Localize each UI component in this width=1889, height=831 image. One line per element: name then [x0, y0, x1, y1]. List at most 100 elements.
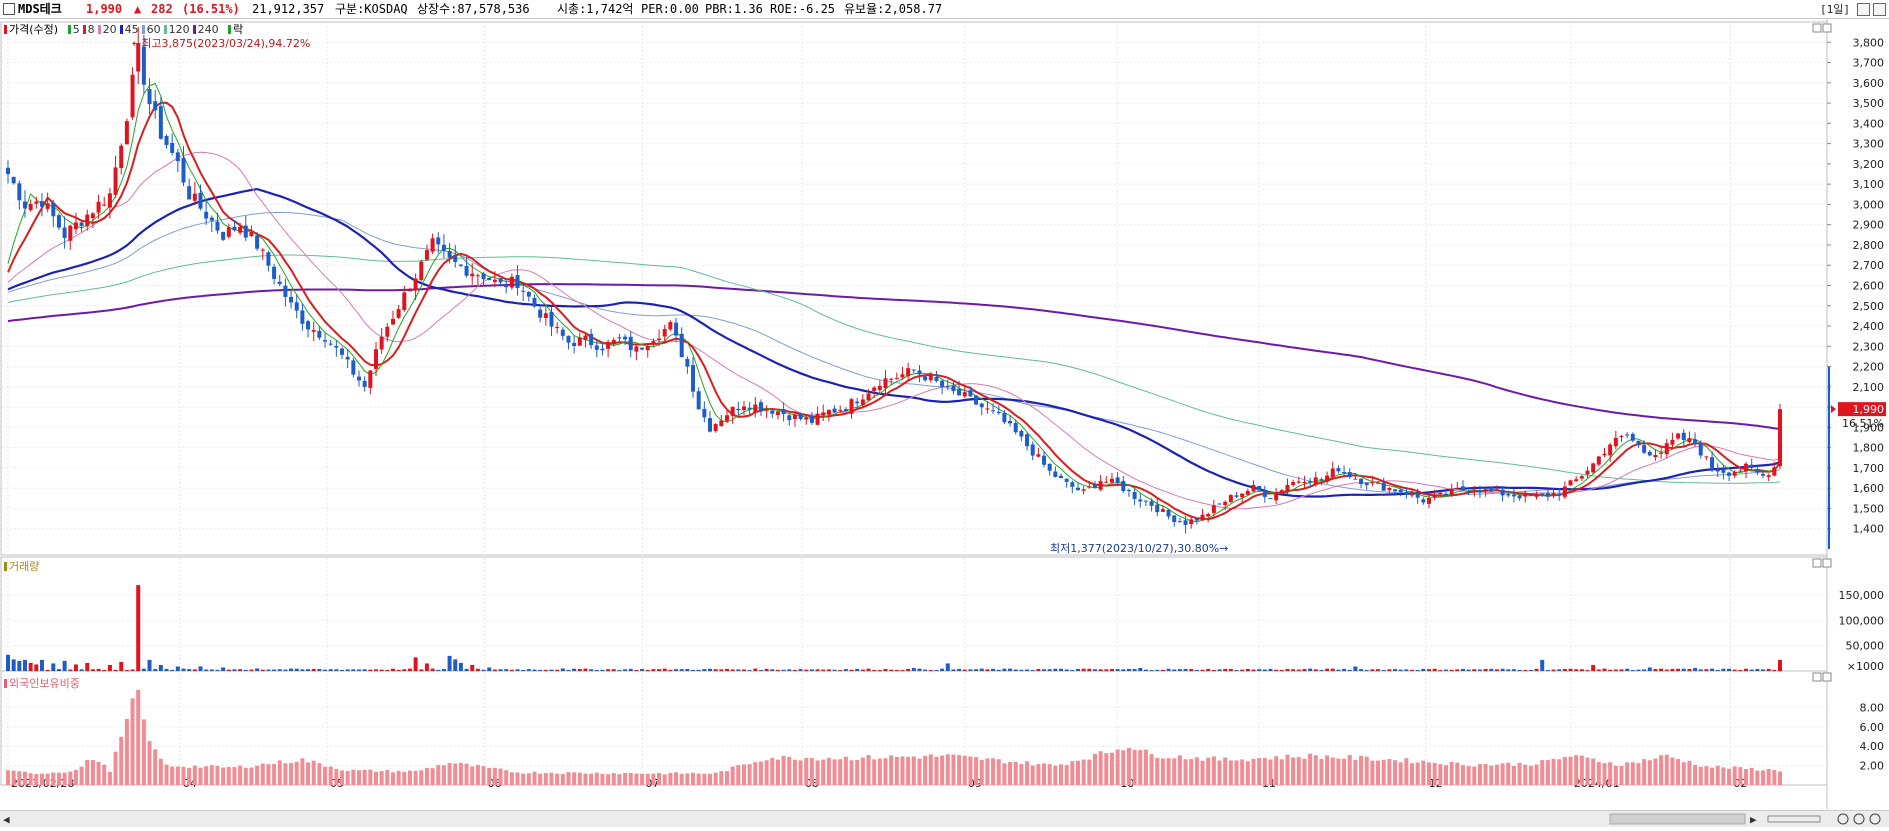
legend-ma-45: 45: [124, 23, 139, 36]
volume-bar: [334, 669, 339, 671]
scroll-thumb[interactable]: [1609, 813, 1746, 825]
volume-bar: [62, 660, 67, 671]
foreign-bar: [1460, 765, 1465, 785]
zoom-slider[interactable]: [1767, 815, 1821, 823]
foreign-bar: [679, 773, 684, 785]
candle-body: [877, 385, 882, 391]
zoom-in-icon[interactable]: [1853, 813, 1865, 825]
candle-body: [1727, 472, 1732, 476]
candle-body: [1772, 467, 1777, 476]
candle-body: [1059, 475, 1064, 479]
candle-body: [1183, 520, 1188, 525]
volume-bar: [51, 663, 56, 671]
foreign-bar: [249, 767, 254, 785]
foreign-bar: [1008, 761, 1013, 785]
volume-bar: [56, 669, 61, 671]
candle-body: [843, 409, 848, 412]
candle-body: [792, 414, 797, 420]
volume-bar: [906, 668, 911, 671]
foreign-bar: [1143, 749, 1148, 785]
foreign-bar: [1053, 765, 1058, 785]
foreign-bar: [1115, 749, 1120, 785]
volume-bar: [1342, 668, 1347, 671]
volume-bar: [1019, 669, 1024, 671]
foreign-bar: [549, 772, 554, 785]
foreign-bar: [1121, 750, 1126, 785]
candle-body: [266, 252, 271, 266]
foreign-bar: [815, 760, 820, 785]
price-tick-label: 2,100: [1853, 381, 1885, 394]
checkbox-icon[interactable]: [3, 3, 15, 15]
foreign-bar: [1098, 751, 1103, 785]
foreign-bar: [883, 758, 888, 785]
foreign-bar: [917, 758, 922, 785]
foreign-bar: [1619, 765, 1624, 785]
volume-bar: [1608, 669, 1613, 671]
foreign-bar: [1693, 764, 1698, 785]
foreign-bar: [866, 755, 871, 785]
candle-body: [906, 368, 911, 377]
candle-body: [362, 380, 367, 387]
volume-bar: [1432, 668, 1437, 671]
candle-body: [1585, 470, 1590, 475]
candle-body: [1262, 491, 1267, 497]
volume-bar: [300, 669, 305, 671]
legend-ma-60: 60: [146, 23, 161, 36]
foreign-bar: [1602, 763, 1607, 785]
candle-body: [62, 227, 67, 238]
volume-bar: [1625, 668, 1630, 671]
foreign-bar: [674, 772, 679, 785]
scroll-left-icon[interactable]: ◀: [3, 813, 10, 826]
zoom-out-icon[interactable]: [1837, 813, 1849, 825]
candle-body: [475, 275, 480, 277]
candle-body: [702, 408, 707, 418]
foreign-bar: [1336, 758, 1341, 785]
period-selector[interactable]: [1일]: [1820, 3, 1850, 16]
close-icon[interactable]: [1873, 3, 1886, 16]
scroll-bar[interactable]: ◀ ▶: [0, 810, 1889, 827]
candle-body: [911, 369, 916, 371]
foreign-bar: [719, 771, 724, 785]
volume-bar: [1104, 669, 1109, 671]
volume-bar: [809, 669, 814, 671]
foreign-bar: [775, 759, 780, 785]
scroll-track[interactable]: ◀ ▶: [0, 811, 1889, 827]
volume-bar: [577, 669, 582, 671]
volume-bar: [1455, 669, 1460, 671]
stock-chart[interactable]: 2023/02/280405060708091011122024/01021,4…: [0, 19, 1889, 809]
volume-bar: [317, 668, 322, 671]
roe: ROE:-6.25: [770, 2, 836, 16]
volume-bar: [1296, 669, 1301, 671]
volume-bar: [481, 669, 486, 671]
foreign-bar: [28, 773, 33, 785]
foreign-bar: [934, 756, 939, 785]
zoom-reset-icon[interactable]: [1869, 813, 1881, 825]
candle-body: [504, 284, 509, 288]
volume-bar: [351, 669, 356, 671]
candle-body: [1387, 487, 1392, 491]
volume-bar: [204, 669, 209, 671]
foreign-tick-label: 2.00: [1860, 760, 1885, 773]
restore-icon[interactable]: [1857, 3, 1870, 16]
candle-body: [900, 374, 905, 378]
volume-bar: [107, 664, 112, 671]
candle-body: [628, 336, 633, 351]
volume-bar: [1404, 669, 1409, 671]
foreign-bar: [11, 770, 16, 785]
candle-body: [1426, 497, 1431, 504]
candle-body: [1036, 454, 1041, 457]
candle-body: [1013, 422, 1018, 433]
volume-bar: [1477, 669, 1482, 671]
candle-body: [1551, 492, 1556, 495]
volume-bar: [141, 668, 146, 671]
volume-bar: [1472, 669, 1477, 671]
candle-body: [498, 278, 503, 283]
foreign-bar: [538, 773, 543, 785]
candle-body: [945, 385, 950, 387]
volume-bar: [68, 669, 73, 671]
candle-body: [1579, 476, 1584, 479]
scroll-right-icon[interactable]: ▶: [1750, 813, 1757, 826]
volume-bar: [657, 669, 662, 671]
candle-body: [787, 415, 792, 421]
candle-body: [492, 279, 497, 283]
